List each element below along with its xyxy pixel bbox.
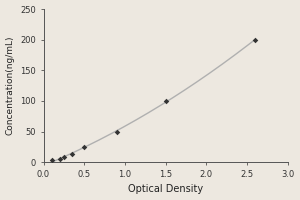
Point — [61, 156, 66, 159]
Point — [114, 130, 119, 133]
Point — [49, 159, 54, 162]
Point — [82, 145, 87, 149]
Point — [253, 38, 258, 41]
Y-axis label: Concentration(ng/mL): Concentration(ng/mL) — [6, 36, 15, 135]
Point — [70, 153, 74, 156]
X-axis label: Optical Density: Optical Density — [128, 184, 203, 194]
Point — [163, 99, 168, 103]
Point — [57, 158, 62, 161]
